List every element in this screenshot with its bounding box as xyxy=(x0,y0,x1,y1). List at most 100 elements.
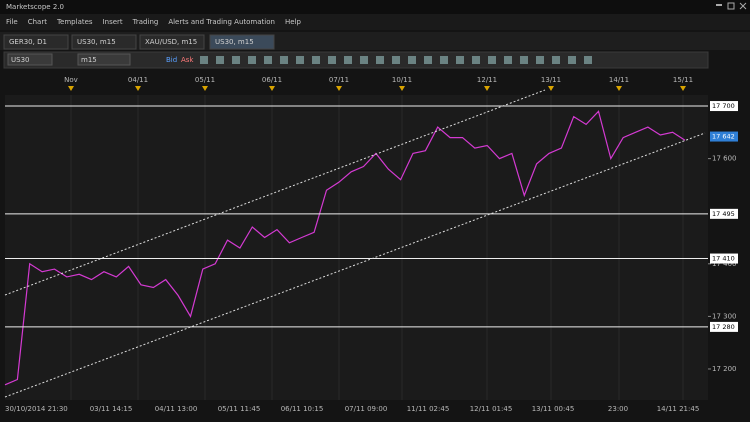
timeframe: m15 xyxy=(81,56,97,64)
tab[interactable] xyxy=(71,34,137,50)
x-tick-label: 04/11 13:00 xyxy=(155,405,198,413)
x-tick-label: 07/11 09:00 xyxy=(345,405,388,413)
current-price-box xyxy=(710,131,738,142)
period-label: 12/11 xyxy=(477,76,497,84)
period-marker xyxy=(336,86,342,91)
x-tick-label: 12/11 01:45 xyxy=(470,405,513,413)
x-tick-label: 06/11 10:15 xyxy=(281,405,324,413)
symbol-select[interactable] xyxy=(7,53,53,66)
current-price-label: 17 642 xyxy=(712,133,735,141)
menu-item[interactable]: File xyxy=(6,18,18,26)
close[interactable] xyxy=(739,2,747,10)
level-label: 17 280 xyxy=(712,323,735,331)
x-tick-label: 23:00 xyxy=(608,405,628,413)
tool-icon[interactable] xyxy=(408,56,416,64)
tool-icon[interactable] xyxy=(248,56,256,64)
period-marker xyxy=(616,86,622,91)
menu-item[interactable]: Help xyxy=(285,18,302,26)
tab[interactable] xyxy=(139,34,205,50)
x-tick-label: 03/11 14:15 xyxy=(90,405,133,413)
level-box xyxy=(710,253,738,264)
tool-icon[interactable] xyxy=(536,56,544,64)
tool-icon[interactable] xyxy=(456,56,464,64)
tool-icon[interactable] xyxy=(344,56,352,64)
menu-item[interactable]: Insert xyxy=(103,18,123,26)
tabs: GER30, D1 US30, m15 XAU/USD, m15 US30, m15 xyxy=(3,34,275,50)
tool-icon[interactable] xyxy=(440,56,448,64)
period-label: Nov xyxy=(64,76,78,84)
period-marker xyxy=(135,86,141,91)
tool-icon[interactable] xyxy=(280,56,288,64)
period-label: 06/11 xyxy=(262,76,282,84)
tool-icon[interactable] xyxy=(488,56,496,64)
tool-icon[interactable] xyxy=(584,56,592,64)
tool-icon[interactable] xyxy=(360,56,368,64)
period-label: 10/11 xyxy=(392,76,412,84)
menu-item[interactable]: Chart xyxy=(28,18,47,26)
minimize[interactable] xyxy=(716,4,722,6)
period-marker xyxy=(68,86,74,91)
tool-icon[interactable] xyxy=(328,56,336,64)
x-tick-label: 14/11 21:45 xyxy=(657,405,700,413)
tool-icon[interactable] xyxy=(296,56,304,64)
maximize[interactable] xyxy=(727,2,735,10)
tab[interactable] xyxy=(3,34,69,50)
y-tick-label: 17 200 xyxy=(712,365,737,373)
chart-area xyxy=(5,95,708,400)
period-marker xyxy=(484,86,490,91)
level-label: 17 495 xyxy=(712,210,735,218)
tab-label: US30, m15 xyxy=(215,38,254,46)
menu: File Chart Templates Insert Trading Alerts an… xyxy=(6,18,301,26)
timeframe-select[interactable] xyxy=(77,53,131,66)
tool-icon[interactable] xyxy=(200,56,208,64)
period-marker xyxy=(548,86,554,91)
tool-icon[interactable] xyxy=(216,56,224,64)
x-tick-label: 30/10/2014 21:30 xyxy=(5,405,68,413)
level-label: 17 410 xyxy=(712,255,735,263)
y-tick-label: 17 300 xyxy=(712,312,737,320)
y-tick-label: 17 600 xyxy=(712,155,737,163)
x-tick-label: 05/11 11:45 xyxy=(218,405,261,413)
toolbar xyxy=(3,51,709,69)
tool-icon[interactable] xyxy=(568,56,576,64)
period-label: 15/11 xyxy=(673,76,693,84)
price-line xyxy=(4,110,686,386)
menu-item[interactable]: Alerts and Trading Automation xyxy=(168,18,275,26)
tool-icon[interactable] xyxy=(424,56,432,64)
tab[interactable] xyxy=(209,34,275,50)
tool-icon[interactable] xyxy=(264,56,272,64)
ask-button[interactable]: Ask xyxy=(181,56,194,64)
level-label: 17 700 xyxy=(712,102,735,110)
period-marker xyxy=(680,86,686,91)
period-label: 04/11 xyxy=(128,76,148,84)
tool-icon[interactable] xyxy=(376,56,384,64)
tool-icon[interactable] xyxy=(392,56,400,64)
tab-label: XAU/USD, m15 xyxy=(145,38,197,46)
period-label: 05/11 xyxy=(195,76,215,84)
period-label: 07/11 xyxy=(329,76,349,84)
window-title: Marketscope 2.0 xyxy=(6,3,64,11)
menu-bar xyxy=(0,14,750,30)
menu-item[interactable]: Trading xyxy=(132,18,159,26)
level-box xyxy=(710,101,738,112)
bid-button[interactable]: Bid xyxy=(166,56,177,64)
level-box xyxy=(710,208,738,219)
tool-icon[interactable] xyxy=(504,56,512,64)
tool-icon[interactable] xyxy=(472,56,480,64)
title-bar xyxy=(0,0,750,14)
y-tick-label: 17 400 xyxy=(712,260,737,268)
trend-line xyxy=(4,89,546,296)
level-box xyxy=(710,321,738,332)
period-marker xyxy=(202,86,208,91)
window-controls[interactable] xyxy=(716,2,747,10)
tab-label: US30, m15 xyxy=(77,38,116,46)
tool-icon[interactable] xyxy=(232,56,240,64)
period-label: 13/11 xyxy=(541,76,561,84)
period-marker xyxy=(269,86,275,91)
tool-icon[interactable] xyxy=(312,56,320,64)
menu-item[interactable]: Templates xyxy=(56,18,93,26)
tool-icon[interactable] xyxy=(552,56,560,64)
tool-icon[interactable] xyxy=(520,56,528,64)
trend-line xyxy=(4,132,706,398)
